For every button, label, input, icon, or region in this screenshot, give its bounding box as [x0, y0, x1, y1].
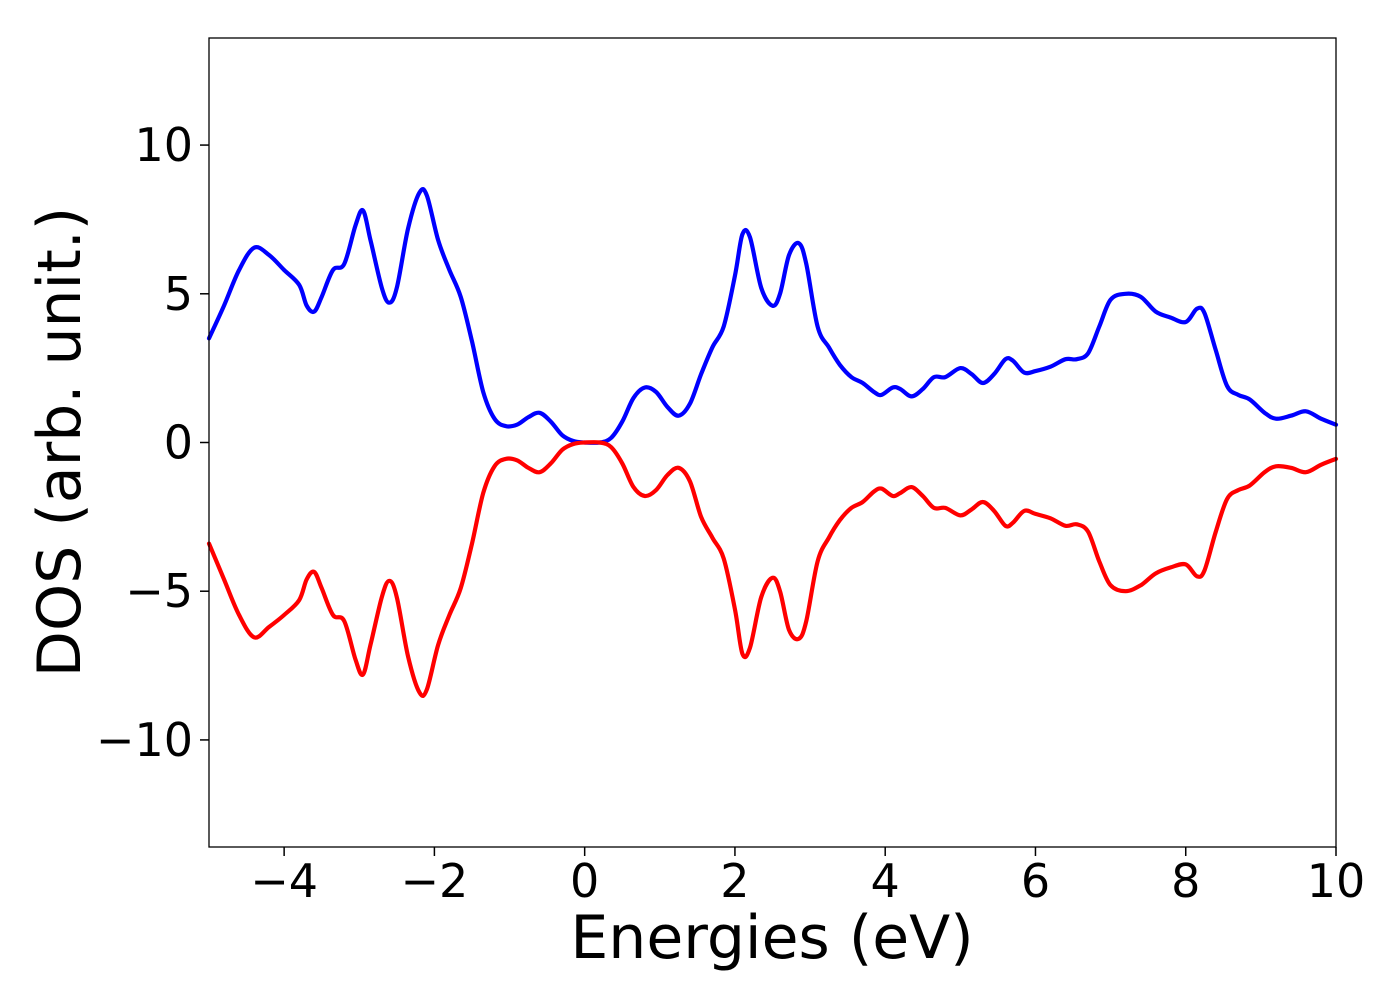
plot-frame — [208, 37, 1337, 848]
series-line-1 — [206, 187, 1339, 445]
x-tick-label: 10 — [1307, 854, 1366, 908]
ticks-layer: −4 −2 0 2 4 6 8 10 −10 −5 0 5 10 — [96, 118, 1365, 908]
y-tick-label: 0 — [164, 416, 193, 470]
x-tick-label: 6 — [1021, 854, 1050, 908]
y-tick-label: −10 — [96, 713, 193, 767]
x-tick-label: 8 — [1171, 854, 1200, 908]
x-tick-label: 0 — [570, 854, 599, 908]
x-tick-label: −4 — [250, 854, 318, 908]
y-tick-label: 5 — [164, 267, 193, 321]
y-axis-label: DOS (arb. unit.) — [25, 207, 95, 677]
x-tick-label: 4 — [871, 854, 900, 908]
series-layer — [206, 187, 1339, 698]
x-tick-label: 2 — [720, 854, 749, 908]
y-tick-label: 10 — [134, 118, 193, 172]
x-tick-label: −2 — [400, 854, 468, 908]
y-tick-label: −5 — [125, 564, 193, 618]
series-line-2 — [206, 440, 1339, 698]
x-axis-label: Energies (eV) — [570, 903, 973, 973]
